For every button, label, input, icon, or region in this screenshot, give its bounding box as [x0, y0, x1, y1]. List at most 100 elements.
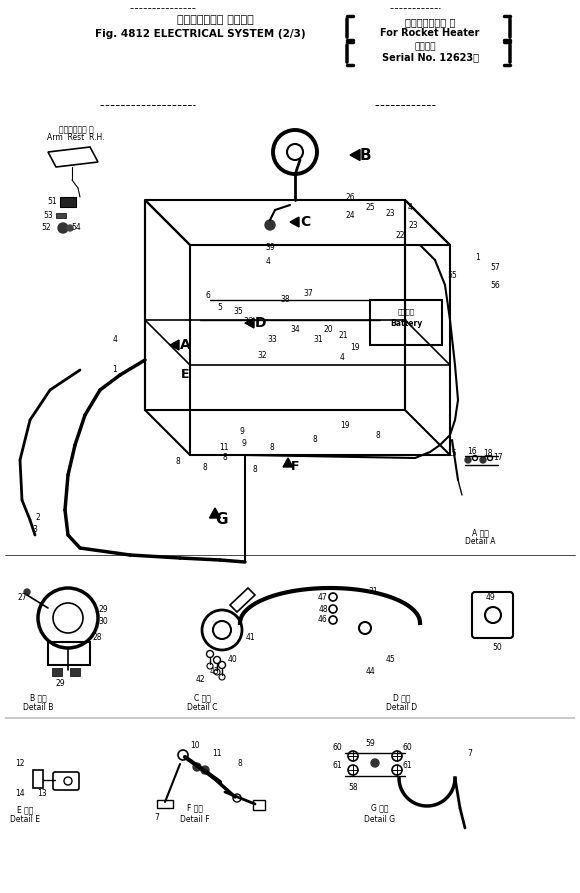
Text: バッテリ: バッテリ [397, 309, 415, 315]
Text: Battery: Battery [390, 319, 422, 328]
Text: 23: 23 [385, 208, 395, 218]
Text: 18: 18 [483, 448, 493, 457]
Bar [157, 800, 173, 808]
Text: 61: 61 [332, 762, 342, 771]
Polygon shape [209, 508, 220, 518]
Text: 6: 6 [205, 290, 211, 299]
Text: 適用号機: 適用号機 [414, 43, 436, 52]
Text: 4: 4 [408, 204, 412, 213]
Polygon shape [170, 340, 179, 350]
Text: 12: 12 [15, 758, 25, 767]
Text: Detail C: Detail C [187, 703, 218, 712]
Text: 35: 35 [233, 307, 243, 316]
Text: 16: 16 [467, 447, 477, 456]
Polygon shape [245, 318, 254, 328]
Text: 29: 29 [55, 679, 65, 688]
Text: 29: 29 [98, 605, 108, 614]
Text: G 詳細: G 詳細 [371, 804, 389, 813]
Text: 21: 21 [338, 331, 348, 340]
Text: 19: 19 [340, 421, 350, 430]
Text: 34: 34 [290, 326, 300, 335]
Text: B: B [359, 147, 371, 163]
Text: Serial No. 12623～: Serial No. 12623～ [382, 52, 478, 62]
Text: Detail B: Detail B [23, 703, 53, 712]
Text: Detail F: Detail F [180, 815, 210, 824]
Text: 28: 28 [92, 633, 101, 642]
Text: A: A [180, 338, 190, 352]
Text: 39: 39 [265, 244, 275, 253]
Polygon shape [290, 217, 299, 227]
Text: 17: 17 [493, 454, 503, 463]
Text: 32: 32 [257, 350, 267, 360]
Text: Fig. 4812 ELECTRICAL SYSTEM (2/3): Fig. 4812 ELECTRICAL SYSTEM (2/3) [95, 29, 305, 39]
Text: B 詳細: B 詳細 [30, 694, 46, 703]
Text: F: F [291, 461, 299, 473]
Text: 45: 45 [385, 655, 395, 664]
Text: 41: 41 [245, 633, 255, 642]
Text: E 詳細: E 詳細 [17, 805, 33, 814]
Text: Arm  Rest  R.H.: Arm Rest R.H. [47, 133, 105, 143]
Text: 7: 7 [467, 748, 473, 757]
Text: 44: 44 [365, 667, 375, 677]
Text: 9: 9 [240, 428, 244, 437]
Text: 33: 33 [267, 336, 277, 345]
Text: 24: 24 [345, 211, 355, 220]
Polygon shape [283, 458, 293, 467]
Text: D: D [254, 316, 266, 330]
Text: 20: 20 [323, 326, 333, 335]
Text: 31: 31 [313, 336, 323, 345]
Text: 14: 14 [15, 789, 25, 797]
Circle shape [201, 766, 209, 774]
Text: Detail G: Detail G [364, 815, 396, 824]
Text: 55: 55 [447, 271, 457, 280]
Text: 22: 22 [395, 230, 405, 239]
Text: 19: 19 [350, 343, 360, 352]
Text: 8: 8 [313, 436, 317, 445]
Text: 11: 11 [212, 749, 222, 758]
Text: 53: 53 [43, 211, 53, 220]
Text: 26: 26 [345, 194, 355, 203]
Text: 25: 25 [365, 204, 375, 213]
Text: 8: 8 [223, 453, 227, 462]
Bar [33, 770, 43, 788]
Text: 59: 59 [365, 739, 375, 747]
Text: 60: 60 [332, 744, 342, 753]
Text: 13: 13 [37, 789, 47, 797]
Bar [60, 197, 76, 207]
Text: 43: 43 [210, 667, 220, 677]
Text: C: C [300, 215, 310, 229]
Text: 51: 51 [47, 197, 57, 206]
Circle shape [67, 225, 73, 231]
Text: エレクトリカル システム: エレクトリカル システム [177, 15, 253, 25]
Text: 1: 1 [476, 254, 480, 263]
Text: 60: 60 [402, 744, 412, 753]
Text: 8: 8 [202, 463, 208, 472]
Text: 57: 57 [490, 263, 500, 272]
Text: C 詳細: C 詳細 [194, 694, 211, 703]
Circle shape [24, 589, 30, 595]
Text: 7: 7 [154, 813, 160, 822]
Circle shape [371, 759, 379, 767]
Text: 46: 46 [318, 615, 328, 624]
Bar [370, 300, 442, 345]
Text: 48: 48 [318, 605, 328, 613]
Circle shape [58, 223, 68, 233]
Text: 54: 54 [71, 223, 81, 232]
Bar [52, 668, 62, 676]
Circle shape [480, 457, 486, 463]
Text: 9: 9 [241, 439, 246, 448]
Text: 58: 58 [348, 783, 358, 792]
Text: D 詳細: D 詳細 [393, 694, 411, 703]
Text: 61: 61 [402, 762, 412, 771]
Text: For Rocket Heater: For Rocket Heater [380, 28, 480, 38]
Text: 36: 36 [243, 318, 253, 327]
Circle shape [265, 220, 275, 230]
Text: 8: 8 [376, 430, 380, 439]
Text: 31: 31 [368, 588, 378, 597]
Text: 1: 1 [113, 365, 117, 374]
Text: ロケットヒータ 用: ロケットヒータ 用 [405, 17, 455, 27]
Text: 8: 8 [238, 760, 242, 769]
Text: F 詳細: F 詳細 [187, 804, 203, 813]
Text: 52: 52 [41, 223, 51, 232]
Text: 30: 30 [98, 617, 108, 627]
